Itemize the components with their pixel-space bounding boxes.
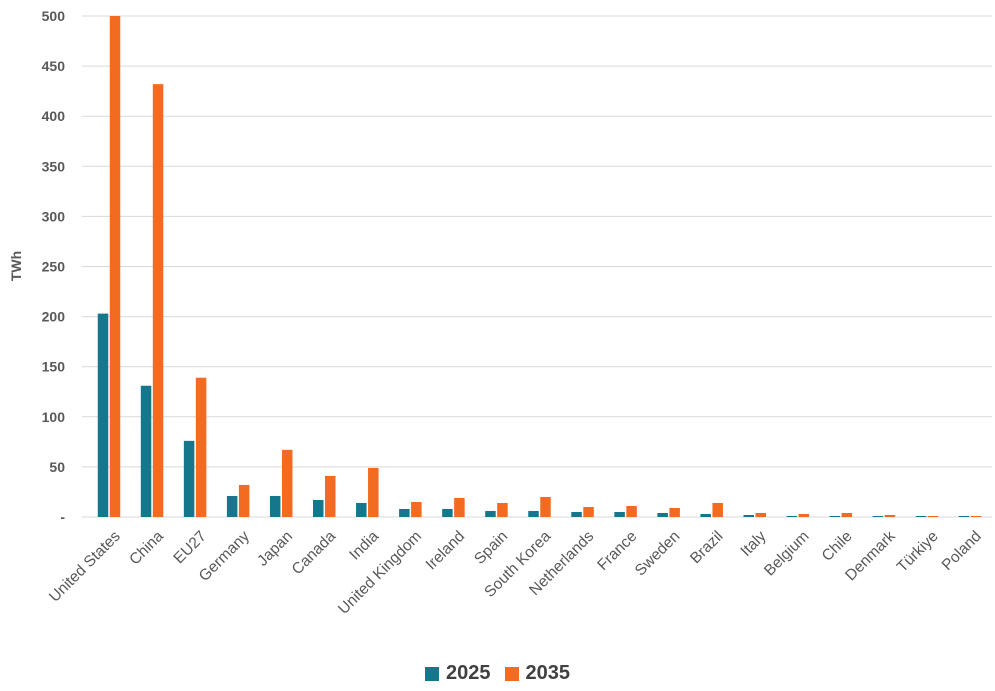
bar-2035-united-states: [109, 16, 121, 517]
x-tick-label: United States: [46, 528, 124, 606]
legend-label-2025: 2025: [446, 662, 491, 684]
legend-item-2035: 2035: [504, 662, 571, 685]
bar-2035-türkiye: [927, 516, 939, 517]
x-tick-label: Chile: [819, 528, 856, 565]
bar-2035-poland: [970, 516, 982, 517]
bar-2025-eu27: [183, 440, 195, 517]
x-tick-label: Sweden: [632, 528, 684, 580]
bar-2035-italy: [755, 512, 766, 517]
bar-2025-sweden: [657, 512, 668, 517]
bar-2035-belgium: [798, 513, 810, 517]
y-tick-label: 250: [42, 259, 66, 275]
bar-2035-france: [626, 505, 637, 517]
bar-2035-china: [152, 84, 164, 517]
bar-2025-china: [140, 385, 152, 517]
x-tick-label: Japan: [254, 528, 296, 570]
x-tick-label: Ireland: [423, 528, 469, 574]
x-tick-label: Belgium: [761, 528, 813, 580]
y-tick-label: 450: [42, 58, 66, 74]
bar-2035-germany: [238, 484, 250, 517]
bar-2025-france: [614, 511, 625, 517]
bar-2025-united-kingdom: [399, 508, 410, 517]
bar-2035-india: [368, 467, 379, 517]
bar-2025-south-korea: [528, 510, 539, 517]
y-tick-label: 400: [42, 108, 66, 124]
bar-2035-denmark: [884, 515, 896, 517]
legend: 2025 2035: [0, 662, 995, 685]
bar-2035-eu27: [195, 377, 207, 517]
y-tick-label: 300: [42, 208, 66, 224]
y-tick-label: 100: [42, 409, 66, 425]
bar-2025-chile: [829, 516, 841, 517]
bar-2025-türkiye: [915, 516, 927, 517]
x-tick-label: Italy: [737, 528, 769, 560]
x-tick-label: Canada: [289, 528, 340, 579]
bar-2025-germany: [226, 495, 238, 517]
y-tick-label: 50: [49, 459, 65, 475]
grid-lines: [82, 15, 992, 518]
x-tick-label: India: [346, 528, 382, 564]
x-tick-label: Türkiye: [894, 528, 942, 576]
bar-2035-netherlands: [583, 506, 594, 517]
legend-swatch-2025: [425, 666, 439, 681]
y-axis-ticks: - 50 100 150 200 250 300 350 400 450 500: [42, 8, 66, 525]
y-tick-label: 500: [42, 8, 66, 24]
bar-2025-poland: [958, 516, 970, 517]
y-tick-label: 350: [42, 158, 66, 174]
x-tick-label: Brazil: [687, 528, 726, 567]
x-tick-label: EU27: [170, 528, 209, 567]
bar-2025-ireland: [442, 508, 453, 517]
legend-item-2025: 2025: [425, 662, 491, 685]
bar-2035-south-korea: [540, 496, 551, 517]
y-tick-label: 200: [42, 309, 66, 325]
x-tick-label: Spain: [471, 528, 511, 568]
y-tick-label: -: [60, 509, 65, 525]
bar-2035-united-kingdom: [411, 501, 422, 517]
x-tick-label: China: [126, 528, 167, 569]
bar-2025-brazil: [700, 513, 711, 517]
bar-2035-japan: [281, 449, 293, 517]
bar-2025-belgium: [786, 516, 798, 517]
bar-2035-chile: [841, 512, 853, 517]
bar-2025-denmark: [872, 516, 884, 517]
bar-2035-canada: [325, 475, 336, 517]
bar-2025-united-states: [97, 313, 109, 517]
bar-2025-netherlands: [571, 511, 582, 517]
legend-label-2035: 2035: [525, 662, 571, 684]
bar-2025-canada: [313, 499, 324, 517]
bar-2025-india: [356, 502, 367, 517]
x-tick-label: Poland: [939, 528, 985, 574]
bar-2025-japan: [269, 495, 281, 517]
y-axis-title: TWh: [8, 251, 24, 281]
bar-2035-brazil: [712, 502, 723, 517]
bars: [97, 16, 982, 517]
bar-2035-ireland: [454, 497, 465, 517]
bar-2025-spain: [485, 510, 496, 517]
bar-2035-sweden: [669, 507, 680, 517]
bar-2035-spain: [497, 502, 508, 517]
legend-swatch-2035: [504, 666, 519, 681]
bar-2025-italy: [743, 515, 754, 517]
y-tick-label: 150: [42, 359, 66, 375]
